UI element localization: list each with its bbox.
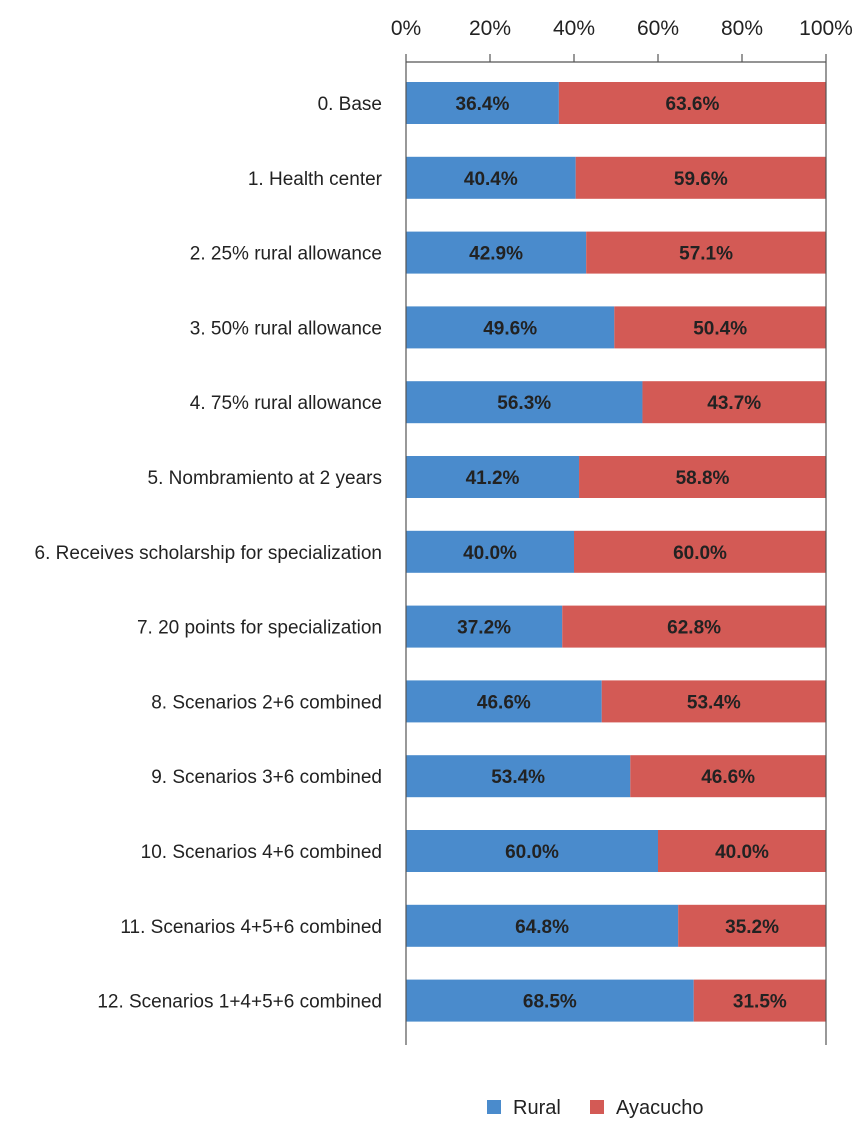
bar-ayacucho [678,904,826,947]
data-label-ayacucho: 60.0% [673,543,727,564]
bar-group-7: 37.2% 62.8% [406,605,826,648]
bar-rural [406,231,587,274]
data-label-rural: 37.2% [457,618,511,639]
data-label-rural: 41.2% [466,468,520,489]
legend-label-ayacucho: Ayacucho [616,1097,703,1119]
x-axis-ticks: 0% 20% 40% 60% 80% 100% [391,17,853,62]
bar-ayacucho [575,156,826,199]
bar-group-12: 68.5% 31.5% [406,979,826,1022]
data-label-rural: 68.5% [523,992,577,1013]
data-label-ayacucho: 57.1% [679,244,733,265]
category-label: 1. Health center [248,169,383,190]
axes [405,61,827,1045]
bar-ayacucho [579,456,826,498]
legend-label-rural: Rural [513,1097,561,1119]
bar-group-1: 40.4% 59.6% [406,156,826,199]
data-label-ayacucho: 40.0% [715,842,769,863]
data-label-ayacucho: 35.2% [725,917,779,938]
x-tick-label: 40% [553,17,595,40]
bar-rural [406,605,563,648]
category-label: 8. Scenarios 2+6 combined [151,692,382,713]
data-label-ayacucho: 31.5% [733,992,787,1013]
data-label-rural: 40.0% [463,543,517,564]
data-label-ayacucho: 59.6% [674,169,728,190]
bar-rural [406,530,574,573]
bar-group-6: 40.0% 60.0% [406,530,826,573]
legend-swatch-rural [487,1100,501,1114]
bar-rural [406,381,643,424]
data-label-ayacucho: 62.8% [667,618,721,639]
x-tick-label: 80% [721,17,763,40]
bar-rural [406,156,576,199]
bar-rural [406,306,615,349]
data-label-rural: 56.3% [497,393,551,414]
bar-ayacucho [614,306,826,349]
bar-rural [406,82,559,124]
x-tick-label: 20% [469,17,511,40]
data-label-ayacucho: 63.6% [666,94,720,115]
bar-rural [406,755,631,798]
category-label: 9. Scenarios 3+6 combined [151,767,382,788]
bar-group-3: 49.6% 50.4% [406,306,826,349]
data-label-ayacucho: 58.8% [676,468,730,489]
bar-rural [406,456,580,498]
data-label-rural: 40.4% [464,169,518,190]
bar-rural [406,979,694,1022]
data-label-rural: 64.8% [515,917,569,938]
category-label: 3. 50% rural allowance [190,318,382,339]
bar-group-10: 60.0% 40.0% [406,830,826,872]
category-label: 6. Receives scholarship for specializati… [35,543,382,564]
bar-ayacucho [574,530,826,573]
bar-rural [406,830,658,872]
x-tick-label: 60% [637,17,679,40]
x-tick-label: 0% [391,17,421,40]
data-label-rural: 60.0% [505,842,559,863]
bar-ayacucho [642,381,826,424]
data-label-rural: 36.4% [456,94,510,115]
legend-swatch-ayacucho [590,1100,604,1114]
data-label-ayacucho: 43.7% [707,393,761,414]
bar-group-5: 41.2% 58.8% [406,456,826,498]
bar-ayacucho [630,755,826,798]
bar-ayacucho [562,605,826,648]
bar-group-11: 64.8% 35.2% [406,904,826,947]
data-label-ayacucho: 46.6% [701,767,755,788]
data-label-rural: 46.6% [477,692,531,713]
category-label: 7. 20 points for specialization [137,618,382,639]
category-labels: 0. Base 1. Health center 2. 25% rural allo… [35,94,383,1013]
bar-group-9: 53.4% 46.6% [406,755,826,798]
bar-ayacucho [558,82,826,124]
x-tick-label: 100% [799,17,853,40]
bar-ayacucho [693,979,826,1022]
bar-ayacucho [658,830,826,872]
bar-group-0: 36.4% 63.6% [406,82,826,124]
bars: 36.4% 63.6% 40.4% 59.6% 42.9% 57.1% 49.6% 50.4%… [406,82,826,1022]
bar-ayacucho [601,680,826,723]
category-label: 5. Nombramiento at 2 years [148,468,382,489]
bar-group-2: 42.9% 57.1% [406,231,826,274]
bar-rural [406,680,602,723]
category-label: 12. Scenarios 1+4+5+6 combined [97,992,382,1013]
data-label-ayacucho: 50.4% [693,318,747,339]
bar-group-8: 46.6% 53.4% [406,680,826,723]
category-label: 10. Scenarios 4+6 combined [141,842,382,863]
bar-ayacucho [586,231,826,274]
category-label: 4. 75% rural allowance [190,393,382,414]
bar-rural [406,904,679,947]
bar-group-4: 56.3% 43.7% [406,381,826,424]
legend: Rural Ayacucho [487,1097,703,1119]
data-label-rural: 42.9% [469,244,523,265]
category-label: 2. 25% rural allowance [190,244,382,265]
data-label-rural: 53.4% [491,767,545,788]
category-label: 0. Base [318,94,382,115]
category-label: 11. Scenarios 4+5+6 combined [120,917,382,938]
data-label-ayacucho: 53.4% [687,692,741,713]
data-label-rural: 49.6% [483,318,537,339]
